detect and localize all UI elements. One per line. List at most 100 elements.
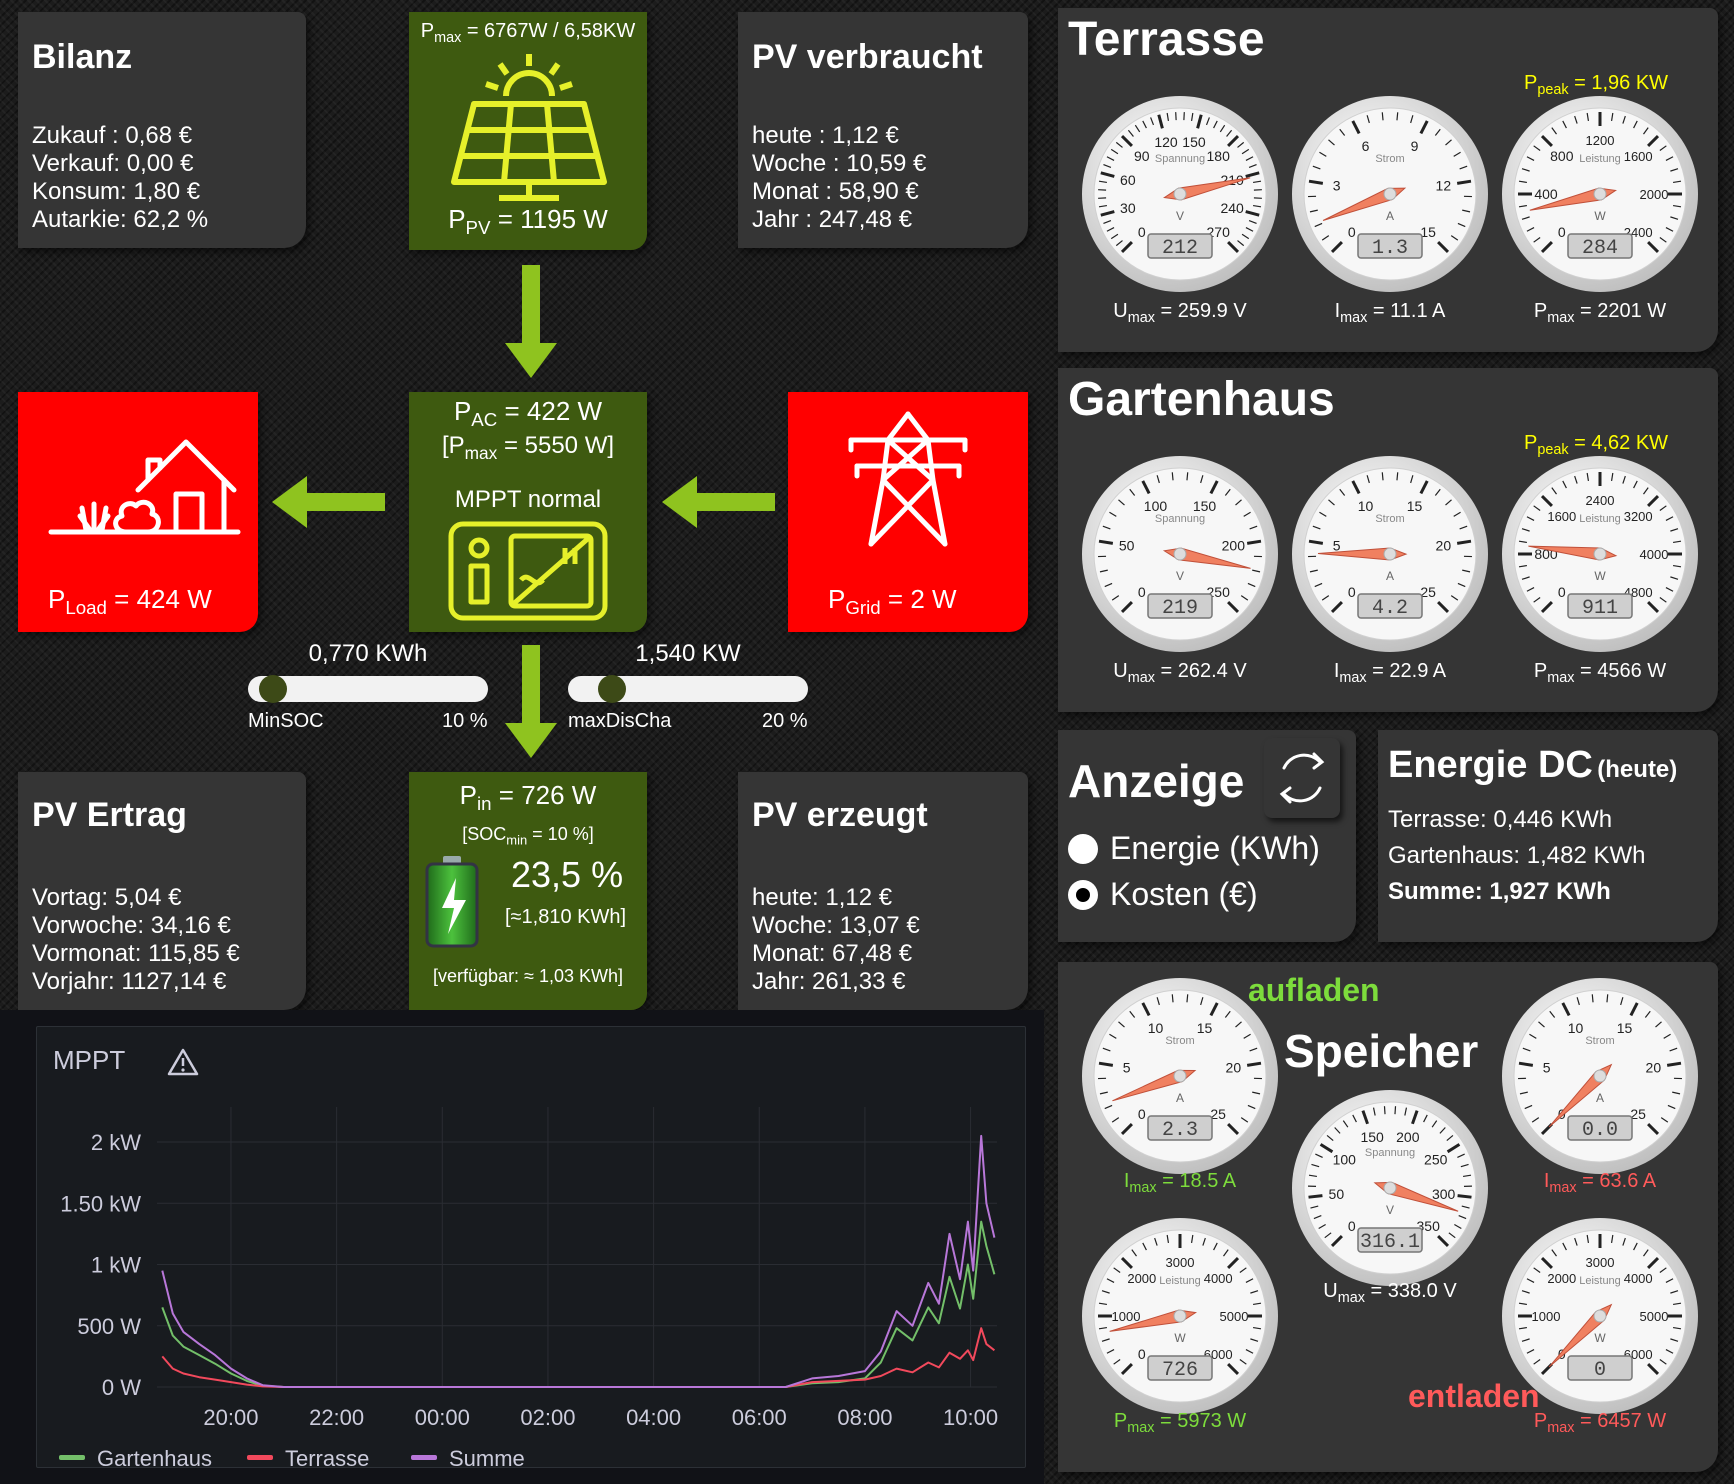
min-soc-value: 0,770 KWh: [308, 640, 428, 667]
gauge-major-tick: [1351, 480, 1361, 495]
gauge-tick-label: 3: [1333, 178, 1341, 194]
battery-charging-icon: [425, 856, 479, 948]
gauge-minor-tick: [1241, 233, 1250, 240]
gauge-readout-box: [1567, 593, 1633, 619]
gauge-minor-tick: [1659, 1359, 1667, 1365]
gauge-minor-tick: [1643, 127, 1649, 135]
gauge-minor-tick: [1142, 1242, 1147, 1251]
charge-label: aufladen: [1248, 972, 1380, 1008]
gauge-minor-tick: [1311, 1163, 1320, 1168]
chart-legend-label: Summe: [449, 1446, 525, 1467]
gauge-minor-tick: [1098, 1302, 1108, 1306]
terrasse-peak-value: = 1,96 KW: [1568, 72, 1669, 94]
gauge-minor-tick: [1526, 516, 1535, 521]
gauge-needle: [1317, 547, 1408, 561]
gauge-minor-tick: [1154, 1237, 1158, 1246]
gauge-minor-tick: [1150, 117, 1155, 126]
bilanz-line: Konsum: 1,80 €: [32, 178, 201, 205]
arrow-down-icon: [505, 265, 557, 378]
gauge-minor-tick: [1529, 1033, 1537, 1039]
gauge-minor-tick: [1533, 1267, 1541, 1273]
gauge-major-tick: [1437, 241, 1450, 254]
battery-box: Pin = 726 W [SOCmin = 10 %] 23,5 % [≈1,8…: [409, 772, 647, 1010]
gauge-minor-tick: [1326, 1134, 1334, 1142]
pv-ppv-label: P: [448, 204, 466, 234]
refresh-button[interactable]: [1264, 738, 1340, 818]
gauge-minor-tick: [1104, 582, 1113, 588]
gauge-minor-tick: [1462, 209, 1471, 213]
gauge-minor-tick: [1518, 564, 1528, 568]
min-soc-slider-handle[interactable]: [259, 675, 287, 703]
gauge-minor-tick: [1319, 151, 1327, 157]
gauge-minor-tick: [1659, 1267, 1667, 1273]
terrasse-umax: Umax = 259.9 V: [1070, 300, 1290, 326]
energie-dc-line: Terrasse: 0,446 KWh: [1388, 806, 1613, 833]
inverter-pmax-label: [P: [441, 432, 465, 459]
radio-energie-label[interactable]: Energie (KWh): [1110, 830, 1320, 866]
gauge-minor-tick: [1110, 148, 1119, 155]
gauge-major-tick: [1227, 601, 1240, 614]
gauge-tick-label: 25: [1420, 584, 1436, 600]
battery-energy: [≈1,810 KWh]: [505, 906, 627, 928]
pv-erzeugt-line: heute: 1,12 €: [752, 884, 893, 911]
gauge-minor-tick: [1663, 1033, 1671, 1039]
cap-label: I: [1334, 300, 1341, 322]
gauge-minor-tick: [1610, 472, 1614, 482]
gauge-tick-label: 10: [1568, 1020, 1584, 1036]
soc-min-label: [SOC: [462, 824, 507, 844]
gauge-minor-tick: [1115, 240, 1123, 247]
radio-energie[interactable]: [1068, 834, 1098, 864]
radio-kosten-label[interactable]: Kosten (€): [1110, 876, 1258, 912]
gauge-minor-tick: [1439, 1127, 1446, 1134]
gauge-tick-label: 4000: [1640, 547, 1669, 562]
gauge-hub: [1173, 1309, 1187, 1323]
gauge-tick-label: 90: [1134, 148, 1150, 164]
gauge-dial: 0 5 10 15 20 25 Strom A 2.3: [1082, 978, 1278, 1174]
anzeige-card: Anzeige Energie (KWh) Kosten (€): [1058, 730, 1356, 942]
gauge-readout-box: [1567, 233, 1633, 259]
gartenhaus-card: Gartenhaus Ppeak = 4,62 KW 0 50 100 150 200 2…: [1058, 368, 1718, 712]
gauge-minor-tick: [1622, 115, 1626, 124]
gauge-minor-tick: [1312, 525, 1321, 530]
cap-label: U: [1113, 300, 1128, 322]
gauge-minor-tick: [1445, 499, 1452, 506]
gauge-minor-tick: [1670, 1338, 1679, 1342]
pin-sub: in: [477, 793, 492, 815]
chart-x-tick-label: 20:00: [203, 1405, 258, 1430]
pin-value: = 726 W: [491, 780, 597, 810]
max-discharge-slider-handle[interactable]: [598, 675, 626, 703]
max-discharge-value: 1,540 KW: [635, 640, 741, 667]
gauge-minor-tick: [1252, 204, 1262, 208]
gartenhaus-peak-value: = 4,62 KW: [1568, 432, 1669, 454]
gauge-major-tick: [1120, 134, 1133, 147]
radio-kosten[interactable]: [1068, 880, 1098, 910]
warning-triangle-icon[interactable]: [167, 1047, 199, 1077]
pv-erzeugt-line: Monat: 67,48 €: [752, 940, 913, 967]
gauge-major-tick: [1209, 1002, 1219, 1017]
gauge-minor-tick: [1461, 1205, 1470, 1209]
min-soc-slider[interactable]: [248, 675, 488, 703]
gauge-minor-tick: [1667, 1104, 1676, 1110]
gauge-minor-tick: [1526, 587, 1535, 592]
max-discharge-slider[interactable]: [568, 675, 808, 703]
gauge-hub: [1383, 547, 1397, 561]
gauge-hub: [1593, 187, 1607, 201]
gauge-tick-label: 5000: [1640, 1309, 1669, 1324]
cap-sub: max: [1337, 1290, 1365, 1306]
gauge-unit: V: [1176, 569, 1184, 583]
gauge-minor-tick: [1237, 141, 1245, 148]
cap-value: = 4566 W: [1574, 660, 1667, 682]
gauge-tick-label: 120: [1154, 134, 1178, 150]
gauge-minor-tick: [1190, 1234, 1194, 1244]
gauge-tick-label: 4000: [1624, 1271, 1653, 1286]
cap-value: = 63.6 A: [1576, 1170, 1657, 1192]
gauge-name: Strom: [1585, 1035, 1614, 1047]
gauge-minor-tick: [1342, 1120, 1349, 1128]
gauge-minor-tick: [1459, 525, 1468, 530]
battery-soc: 23,5 %: [511, 854, 624, 895]
battery-soc-min: [SOCmin = 10 %]: [409, 824, 647, 848]
gauge-readout: 284: [1582, 237, 1618, 260]
gauge-minor-tick: [1106, 1349, 1115, 1354]
gauge-name: Strom: [1165, 1035, 1194, 1047]
